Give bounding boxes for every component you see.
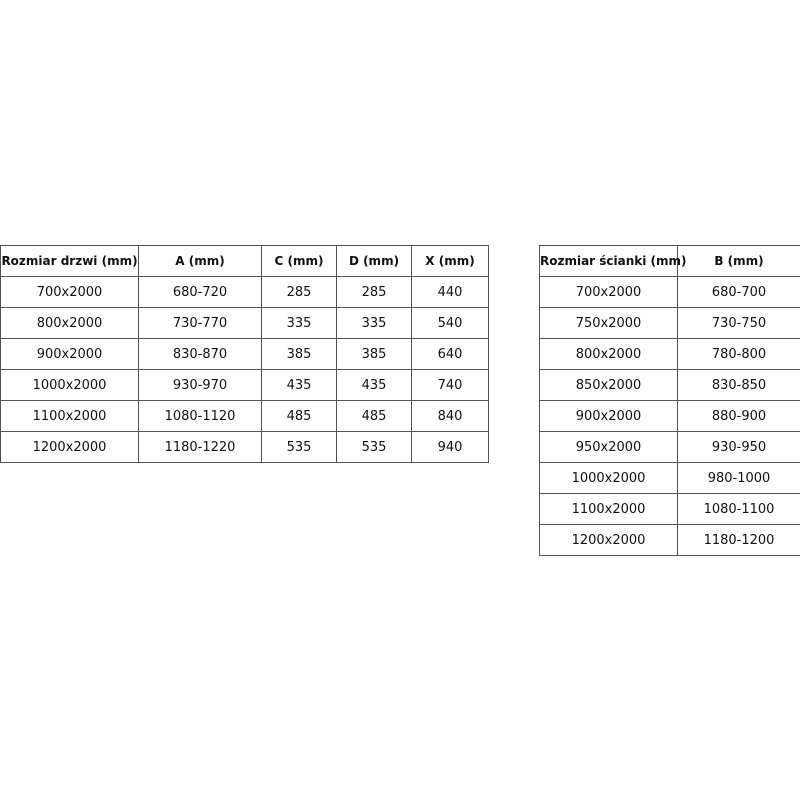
column-header: Rozmiar drzwi (mm)	[0, 245, 139, 277]
table-cell: 1080-1120	[138, 400, 262, 432]
table-cell: 950x2000	[539, 431, 678, 463]
door-size-table: Rozmiar drzwi (mm) A (mm) C (mm) D (mm) X (m…	[0, 245, 489, 463]
table-cell: 385	[336, 338, 412, 370]
table-header-row: Rozmiar ścianki (mm) B (mm)	[539, 245, 800, 277]
table-cell: 385	[261, 338, 337, 370]
column-header: B (mm)	[677, 245, 800, 277]
table-row: 1100x2000 1080-1120 485 485 840	[0, 400, 489, 432]
table-row: 750x2000 730-750	[539, 307, 800, 339]
table-cell: 900x2000	[539, 400, 678, 432]
column-header: Rozmiar ścianki (mm)	[539, 245, 687, 277]
table-cell: 440	[411, 276, 489, 308]
table-cell: 700x2000	[0, 276, 139, 308]
table-row: 850x2000 830-850	[539, 369, 800, 401]
column-header: X (mm)	[411, 245, 489, 277]
table-cell: 940	[411, 431, 489, 463]
wall-size-table: Rozmiar ścianki (mm) B (mm) 700x2000 680-7…	[539, 245, 800, 556]
table-cell: 700x2000	[539, 276, 678, 308]
table-row: 1200x2000 1180-1220 535 535 940	[0, 431, 489, 463]
table-cell: 285	[336, 276, 412, 308]
table-cell: 850x2000	[539, 369, 678, 401]
table-cell: 740	[411, 369, 489, 401]
table-row: 700x2000 680-720 285 285 440	[0, 276, 489, 308]
table-cell: 640	[411, 338, 489, 370]
table-row: 1100x2000 1080-1100	[539, 493, 800, 525]
table-cell: 750x2000	[539, 307, 678, 339]
table-row: 800x2000 780-800	[539, 338, 800, 370]
table-cell: 1200x2000	[0, 431, 139, 463]
table-cell: 535	[336, 431, 412, 463]
table-row: 950x2000 930-950	[539, 431, 800, 463]
table-cell: 980-1000	[677, 462, 800, 494]
table-cell: 1100x2000	[539, 493, 678, 525]
table-row: 1000x2000 930-970 435 435 740	[0, 369, 489, 401]
table-row: 1200x2000 1180-1200	[539, 524, 800, 556]
table-cell: 335	[336, 307, 412, 339]
table-cell: 435	[261, 369, 337, 401]
table-cell: 900x2000	[0, 338, 139, 370]
table-cell: 1000x2000	[0, 369, 139, 401]
column-header: A (mm)	[138, 245, 262, 277]
table-cell: 1080-1100	[677, 493, 800, 525]
table-cell: 730-750	[677, 307, 800, 339]
table-cell: 800x2000	[539, 338, 678, 370]
column-header: D (mm)	[336, 245, 412, 277]
table-row: 800x2000 730-770 335 335 540	[0, 307, 489, 339]
table-cell: 880-900	[677, 400, 800, 432]
table-cell: 730-770	[138, 307, 262, 339]
table-cell: 830-850	[677, 369, 800, 401]
table-cell: 1100x2000	[0, 400, 139, 432]
table-header-row: Rozmiar drzwi (mm) A (mm) C (mm) D (mm) X (m…	[0, 245, 489, 277]
table-cell: 485	[261, 400, 337, 432]
table-row: 700x2000 680-700	[539, 276, 800, 308]
column-header: C (mm)	[261, 245, 337, 277]
table-cell: 535	[261, 431, 337, 463]
table-row: 1000x2000 980-1000	[539, 462, 800, 494]
table-cell: 285	[261, 276, 337, 308]
table-row: 900x2000 880-900	[539, 400, 800, 432]
table-cell: 1000x2000	[539, 462, 678, 494]
table-row: 900x2000 830-870 385 385 640	[0, 338, 489, 370]
table-cell: 1180-1200	[677, 524, 800, 556]
table-cell: 930-970	[138, 369, 262, 401]
table-cell: 800x2000	[0, 307, 139, 339]
table-cell: 830-870	[138, 338, 262, 370]
table-cell: 840	[411, 400, 489, 432]
table-cell: 540	[411, 307, 489, 339]
table-cell: 1180-1220	[138, 431, 262, 463]
table-cell: 780-800	[677, 338, 800, 370]
table-cell: 485	[336, 400, 412, 432]
table-cell: 1200x2000	[539, 524, 678, 556]
table-cell: 930-950	[677, 431, 800, 463]
table-cell: 680-720	[138, 276, 262, 308]
table-cell: 335	[261, 307, 337, 339]
table-cell: 435	[336, 369, 412, 401]
table-cell: 680-700	[677, 276, 800, 308]
